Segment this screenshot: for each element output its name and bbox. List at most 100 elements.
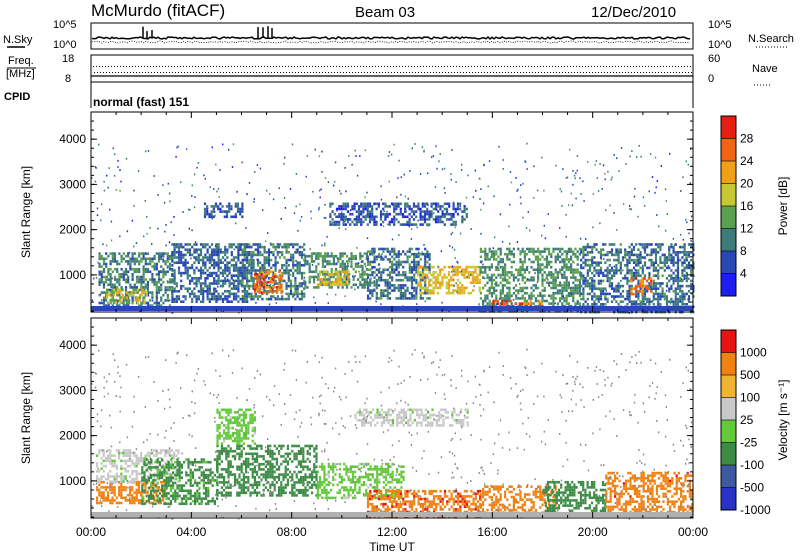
- data-cell: [242, 269, 244, 272]
- data-cell: [107, 284, 109, 287]
- data-cell: [688, 243, 690, 246]
- data-cell: [439, 281, 441, 284]
- data-cell: [493, 274, 495, 277]
- freq-dot: [550, 72, 551, 73]
- data-cell: [99, 265, 101, 268]
- data-cell: [299, 251, 301, 254]
- noise-point: [427, 172, 428, 174]
- data-cell: [288, 269, 290, 272]
- data-cell: [589, 251, 591, 254]
- data-cell: [633, 254, 635, 257]
- data-cell: [244, 243, 246, 246]
- nave-dot: [492, 66, 493, 67]
- data-cell: [143, 302, 145, 305]
- data-cell: [364, 271, 366, 274]
- data-cell: [413, 289, 415, 292]
- data-cell: [338, 221, 340, 224]
- data-cell: [331, 271, 333, 274]
- noise-point: [212, 146, 213, 148]
- data-cell: [673, 282, 675, 285]
- data-cell: [242, 264, 244, 267]
- noise-point: [461, 221, 462, 223]
- data-cell: [128, 299, 130, 302]
- data-cell: [218, 264, 220, 267]
- data-cell: [311, 255, 313, 258]
- nave-dot: [273, 66, 274, 67]
- data-cell: [324, 265, 326, 268]
- data-cell: [286, 246, 288, 249]
- data-cell: [136, 278, 138, 281]
- nave-dot: [330, 66, 331, 67]
- data-cell: [620, 300, 622, 303]
- data-cell: [323, 270, 325, 273]
- data-cell: [555, 282, 557, 285]
- data-cell: [572, 274, 574, 277]
- data-cell: [457, 271, 459, 274]
- data-cell: [387, 292, 389, 295]
- data-cell: [292, 243, 294, 246]
- data-cell: [250, 269, 252, 272]
- data-cell: [278, 270, 280, 273]
- noise-point: [149, 227, 150, 229]
- noise-point: [621, 147, 622, 149]
- data-cell: [239, 213, 241, 216]
- data-cell: [384, 216, 386, 219]
- data-cell: [369, 261, 371, 264]
- nave-dot: [141, 66, 142, 67]
- noise-point: [588, 264, 589, 266]
- noise-point: [598, 190, 599, 192]
- data-cell: [679, 280, 681, 283]
- data-cell: [176, 246, 178, 249]
- noise-point: [345, 228, 346, 230]
- nave-dot: [219, 66, 220, 67]
- data-cell: [114, 276, 116, 279]
- data-cell: [559, 271, 561, 274]
- nave-dot: [588, 66, 589, 67]
- data-cell: [253, 261, 255, 264]
- data-cell: [444, 213, 446, 216]
- data-cell: [620, 264, 622, 267]
- noise-point: [438, 160, 439, 162]
- noise-point: [623, 203, 624, 205]
- data-cell: [343, 213, 345, 216]
- data-cell: [154, 258, 156, 261]
- data-cell: [463, 271, 465, 274]
- data-cell: [292, 272, 294, 275]
- data-cell: [158, 286, 160, 289]
- data-cell: [406, 223, 408, 226]
- data-cell: [522, 261, 524, 264]
- data-cell: [522, 263, 524, 266]
- data-cell: [506, 292, 508, 295]
- data-cell: [618, 287, 620, 290]
- data-cell: [99, 258, 101, 261]
- data-cell: [324, 273, 326, 276]
- data-cell: [178, 254, 180, 257]
- data-cell: [315, 255, 317, 258]
- data-cell: [677, 267, 679, 270]
- data-cell: [411, 297, 413, 300]
- data-cell: [235, 285, 237, 288]
- data-cell: [452, 289, 454, 292]
- data-cell: [343, 203, 345, 206]
- data-cell: [169, 286, 171, 289]
- data-cell: [598, 251, 600, 254]
- data-cell: [622, 300, 624, 303]
- nave-dot: [201, 66, 202, 67]
- data-cell: [244, 277, 246, 280]
- data-cell: [222, 251, 224, 254]
- noise-point: [616, 286, 617, 288]
- data-cell: [607, 269, 609, 272]
- noise-point: [622, 270, 623, 272]
- noise-point: [417, 287, 418, 289]
- data-cell: [673, 290, 675, 293]
- data-cell: [446, 213, 448, 216]
- noise-point: [497, 267, 498, 269]
- data-cell: [209, 254, 211, 257]
- data-cell: [600, 272, 602, 275]
- data-cell: [130, 294, 132, 297]
- data-cell: [629, 254, 631, 257]
- noise-point: [567, 253, 568, 255]
- data-cell: [486, 302, 488, 305]
- nave-dot: [189, 66, 190, 67]
- data-cell: [189, 243, 191, 246]
